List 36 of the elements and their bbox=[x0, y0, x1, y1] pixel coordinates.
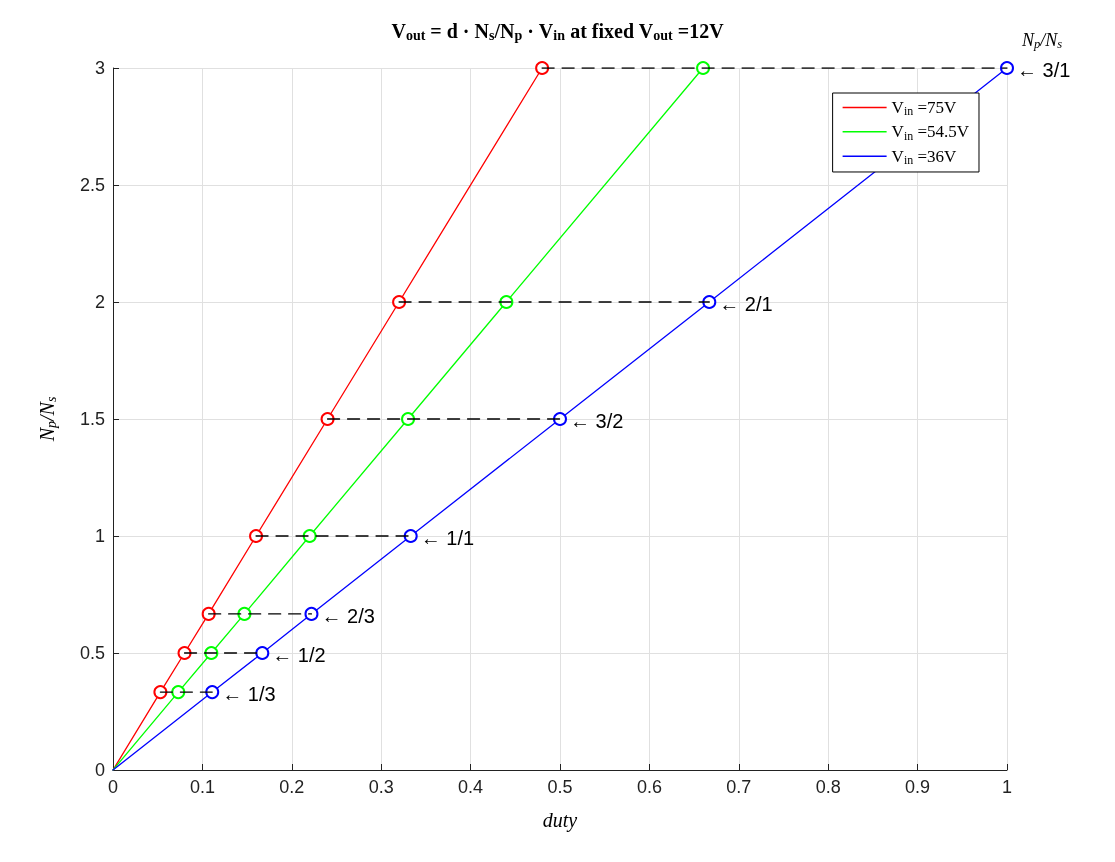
point bbox=[302, 529, 317, 543]
point bbox=[403, 529, 418, 543]
point bbox=[535, 61, 550, 75]
x-tick-label: 0.2 bbox=[279, 777, 305, 797]
point bbox=[171, 685, 186, 700]
x-axis-title: duty bbox=[542, 809, 578, 832]
annotation: ← 1/1 bbox=[420, 527, 475, 549]
point bbox=[304, 606, 319, 621]
x-tick-label: 1 bbox=[1001, 777, 1013, 797]
annotation: ← 2/3 bbox=[321, 604, 375, 627]
y-tick-label: 1.5 bbox=[79, 409, 105, 429]
x-tick-label: 0.3 bbox=[368, 777, 394, 797]
x-tick-label: 0.9 bbox=[905, 777, 931, 797]
y-tick-label: 2.5 bbox=[79, 175, 105, 195]
point bbox=[255, 646, 270, 660]
y-tick-label: 3 bbox=[94, 58, 105, 78]
x-tick-label: 0.6 bbox=[636, 777, 662, 797]
y-tick-label: 2 bbox=[94, 292, 105, 312]
x-tick-label: 0.7 bbox=[726, 777, 752, 797]
y-axis-title: Np/Ns bbox=[35, 396, 59, 443]
x-tick-label: 0 bbox=[107, 777, 119, 797]
x-tick-label: 0.4 bbox=[458, 777, 484, 797]
annotation: ← 2/1 bbox=[719, 293, 773, 315]
x-tick-label: 0.8 bbox=[815, 777, 841, 797]
x-tick-label: 0.5 bbox=[547, 777, 573, 797]
annotation: ← 3/1 bbox=[1017, 59, 1071, 81]
annotation: ← 1/3 bbox=[222, 683, 276, 706]
point bbox=[696, 61, 711, 75]
y-tick-label: 0 bbox=[94, 760, 105, 780]
y-tick-label: 0.5 bbox=[79, 643, 105, 663]
point bbox=[237, 606, 252, 621]
point bbox=[1000, 61, 1014, 75]
x-tick-label: 0.1 bbox=[189, 777, 215, 797]
annotation: ← 3/2 bbox=[570, 410, 624, 432]
annotation: ← 1/2 bbox=[272, 644, 326, 666]
y-tick-label: 1 bbox=[94, 526, 105, 546]
